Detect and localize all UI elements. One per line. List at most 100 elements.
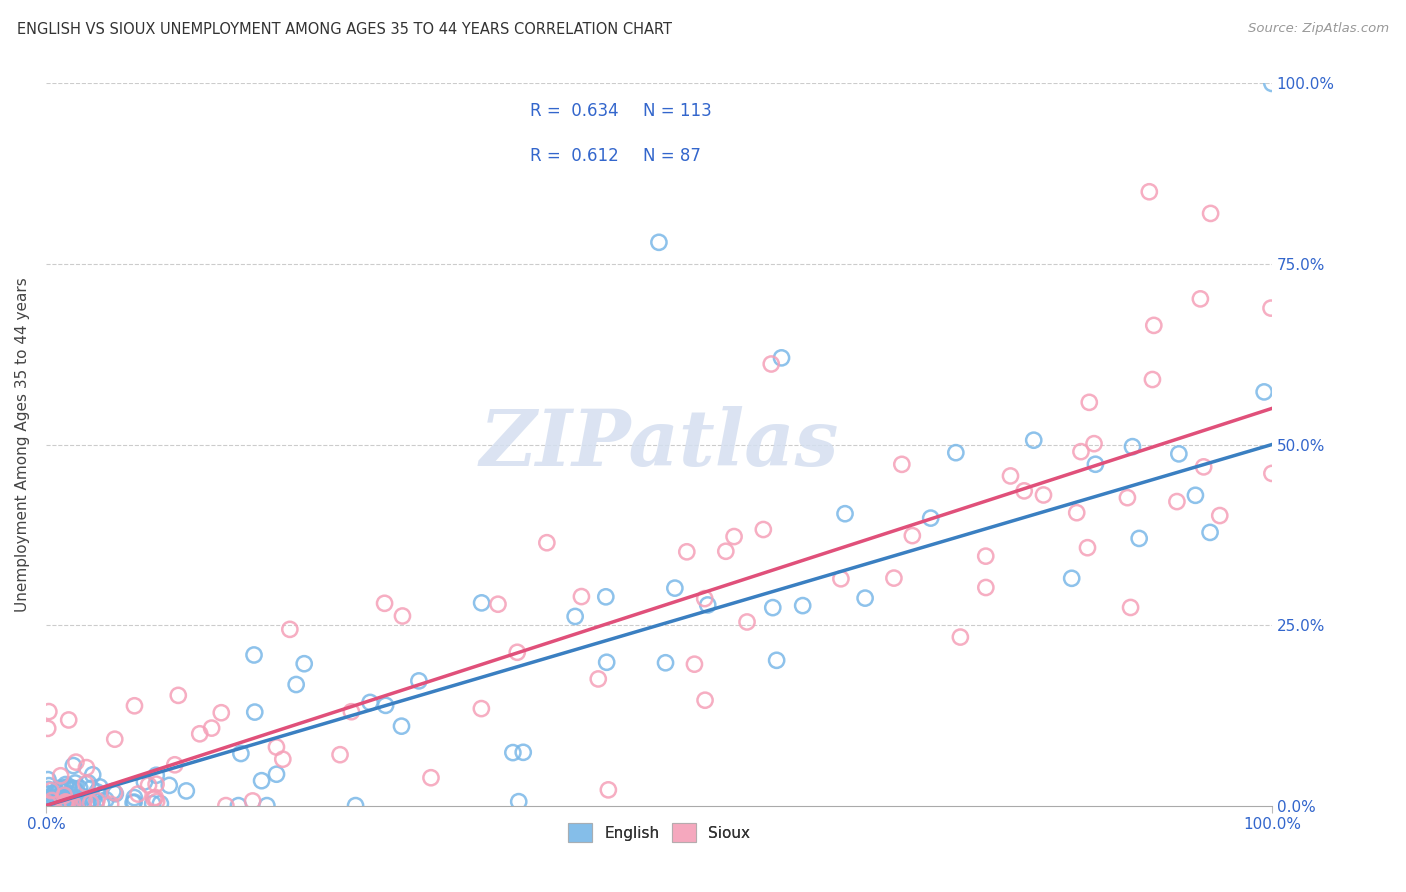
Point: [145, 794, 167, 808]
Point: [1167, 447, 1189, 461]
Point: [1119, 600, 1142, 615]
Point: [723, 530, 745, 544]
Point: [834, 507, 856, 521]
Point: [38, 794, 60, 808]
Point: [1076, 541, 1098, 555]
Point: [46, 793, 69, 807]
Point: [256, 798, 278, 813]
Point: [735, 615, 758, 629]
Point: [215, 798, 238, 813]
Point: [59, 792, 82, 806]
Point: [55, 796, 77, 810]
Point: [209, 706, 232, 720]
Point: [974, 549, 997, 563]
Point: [228, 798, 250, 813]
Point: [471, 596, 494, 610]
Point: [58, 787, 80, 801]
Legend: English, Sioux: English, Sioux: [561, 817, 756, 848]
Point: [201, 721, 224, 735]
Point: [56, 792, 79, 806]
Point: [945, 445, 967, 459]
Point: [75, 777, 97, 791]
Point: [1078, 395, 1101, 409]
Point: [564, 609, 586, 624]
Point: [55, 778, 77, 792]
Point: [149, 797, 172, 811]
Point: [761, 357, 783, 371]
Point: [595, 590, 617, 604]
Point: [122, 795, 145, 809]
Point: [39, 791, 62, 805]
Point: [38, 797, 60, 811]
Point: [58, 780, 80, 795]
Point: [167, 689, 190, 703]
Point: [42, 787, 65, 801]
Point: [60, 795, 83, 809]
Point: [486, 597, 509, 611]
Point: [86, 793, 108, 807]
Point: [80, 796, 103, 810]
Point: [58, 780, 80, 794]
Point: [48, 781, 70, 796]
Point: [45, 785, 67, 799]
Point: [76, 797, 98, 811]
Point: [420, 771, 443, 785]
Point: [73, 793, 96, 807]
Point: [1142, 372, 1164, 386]
Point: [391, 609, 413, 624]
Point: [1166, 494, 1188, 508]
Point: [63, 791, 86, 805]
Point: [683, 657, 706, 672]
Point: [56, 796, 79, 810]
Point: [1022, 433, 1045, 447]
Point: [127, 787, 149, 801]
Point: [271, 752, 294, 766]
Point: [41, 793, 63, 807]
Text: Source: ZipAtlas.com: Source: ZipAtlas.com: [1249, 22, 1389, 36]
Point: [49, 783, 72, 797]
Text: N = 113: N = 113: [643, 102, 711, 120]
Point: [52, 789, 75, 803]
Point: [37, 782, 59, 797]
Point: [188, 727, 211, 741]
Point: [124, 790, 146, 805]
Point: [285, 677, 308, 691]
Point: [329, 747, 352, 762]
Point: [35, 798, 58, 813]
Point: [1253, 384, 1275, 399]
Point: [124, 698, 146, 713]
Point: [243, 648, 266, 662]
Point: [157, 778, 180, 792]
Point: [52, 780, 75, 795]
Point: [55, 797, 77, 812]
Point: [38, 705, 60, 719]
Point: [65, 755, 87, 769]
Point: [142, 797, 165, 811]
Point: [974, 581, 997, 595]
Point: [39, 783, 62, 797]
Point: [266, 739, 288, 754]
Point: [44, 797, 66, 812]
Point: [1012, 483, 1035, 498]
Point: [77, 776, 100, 790]
Point: [470, 701, 492, 715]
Point: [598, 782, 620, 797]
Point: [250, 773, 273, 788]
Point: [890, 458, 912, 472]
Point: [53, 789, 76, 803]
Point: [792, 599, 814, 613]
Point: [278, 623, 301, 637]
Point: [714, 544, 737, 558]
Point: [1260, 301, 1282, 315]
Point: [62, 782, 84, 797]
Point: [62, 781, 84, 796]
Point: [770, 351, 793, 365]
Point: [883, 571, 905, 585]
Point: [45, 798, 67, 813]
Point: [60, 797, 83, 811]
Point: [374, 698, 396, 713]
Point: [506, 645, 529, 659]
Point: [765, 653, 787, 667]
Point: [37, 772, 59, 787]
Point: [37, 722, 59, 736]
